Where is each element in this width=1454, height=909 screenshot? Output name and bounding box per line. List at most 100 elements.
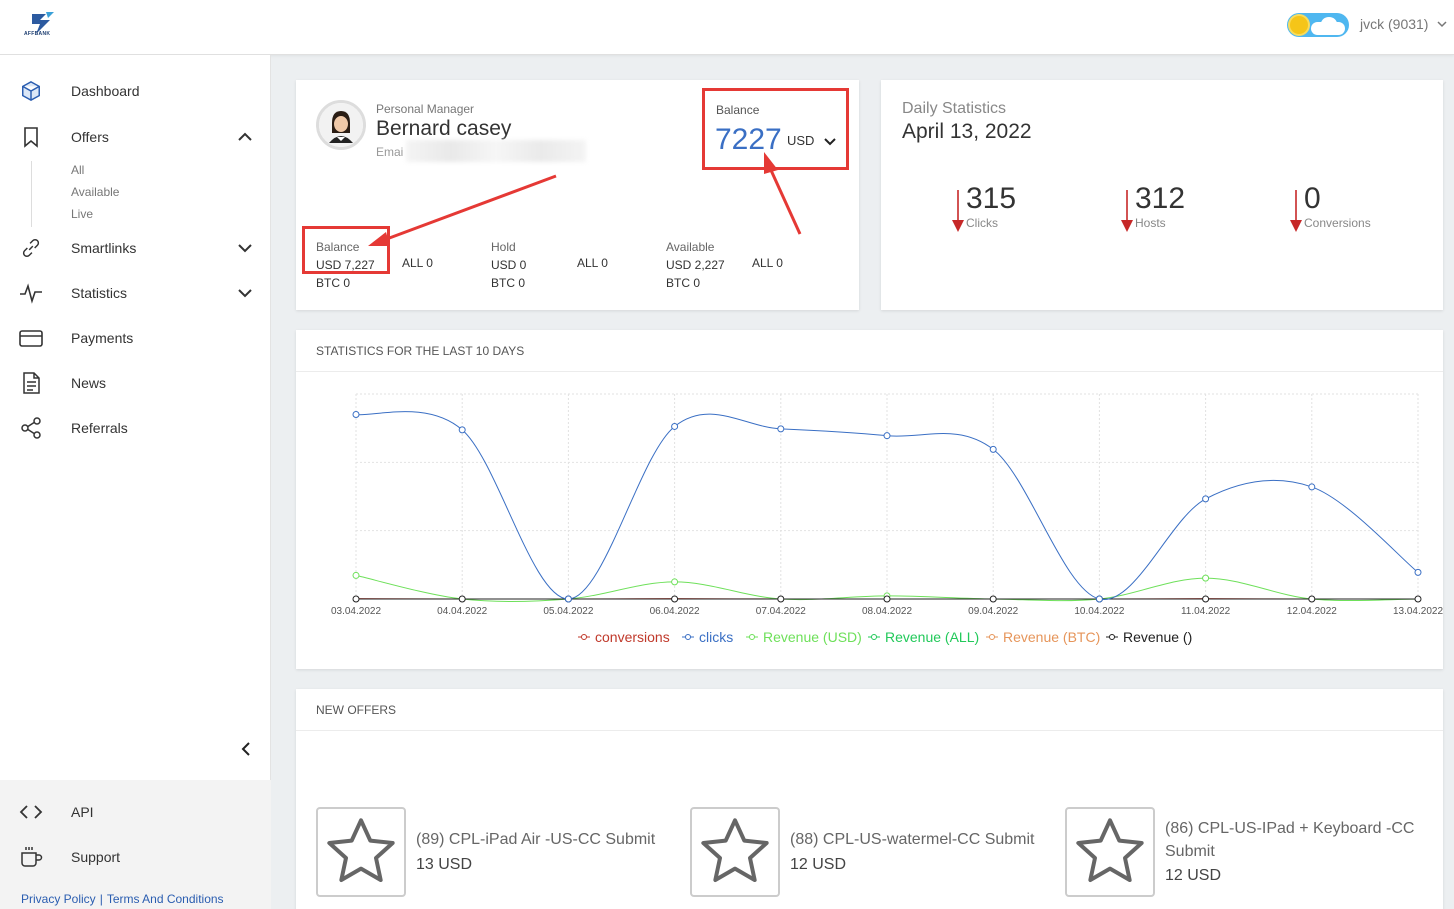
theme-toggle[interactable] (1287, 13, 1349, 37)
arrow-down-icon (1121, 190, 1133, 232)
statistics-chart-card: STATISTICS FOR THE LAST 10 DAYS 03.04.20… (296, 330, 1443, 669)
new-offers-card: NEW OFFERS (89) CPL-iPad Air -US-CC Subm… (296, 689, 1443, 909)
balance-btc: BTC 0 (316, 276, 351, 290)
chart-point (1202, 574, 1210, 582)
manager-name: Bernard casey (376, 117, 512, 140)
chart-point (352, 571, 360, 579)
sidebar-item-news[interactable]: News (0, 366, 271, 400)
chart-point (883, 595, 891, 603)
hold-usd: USD 0 (491, 258, 527, 272)
manager-avatar (316, 100, 366, 150)
submenu-item-all[interactable]: All (71, 163, 85, 177)
chart-point (1095, 595, 1103, 603)
credit-card-icon (19, 326, 43, 350)
submenu-item-available[interactable]: Available (71, 185, 120, 199)
terms-link[interactable]: Terms And Conditions (106, 892, 224, 906)
sidebar-item-referrals[interactable]: Referrals (0, 411, 271, 445)
chart-point (352, 595, 360, 603)
chevron-down-icon[interactable] (823, 135, 837, 149)
daily-stat-label: Hosts (1135, 216, 1166, 230)
pulse-icon (19, 281, 43, 305)
collapse-sidebar-icon[interactable] (236, 739, 256, 759)
daily-statistics-label: Daily Statistics (902, 100, 1007, 117)
manager-email-label: Emai (376, 145, 404, 159)
offer-title[interactable]: (86) CPL-US-IPad + Keyboard -CC Submit (1165, 820, 1415, 860)
balance-all: ALL 0 (402, 256, 433, 270)
sidebar-item-label: API (71, 804, 94, 820)
sidebar-item-label: News (71, 375, 107, 391)
user-menu[interactable]: jvck (9031) (1360, 16, 1448, 32)
offers-card-title: NEW OFFERS (296, 689, 1443, 731)
legend-label: clicks (699, 629, 733, 645)
user-name: jvck (9031) (1360, 16, 1429, 32)
offer-price: 12 USD (790, 856, 847, 873)
sidebar-item-statistics[interactable]: Statistics (0, 276, 271, 310)
balance-annotation-box (302, 226, 390, 274)
chart-point (1202, 495, 1210, 503)
chart-point (1308, 483, 1316, 491)
manager-email-redacted (406, 140, 586, 162)
statistics-line-chart[interactable]: 03.04.2022 04.04.2022 05.04.2022 06.04.2022… (296, 373, 1443, 663)
legend-marker-point (685, 634, 691, 640)
available-column: Available USD 2,227 BTC 0 (666, 238, 725, 292)
available-usd: USD 2,227 (666, 258, 725, 272)
balance-highlight-box[interactable]: Balance 7227 USD (702, 88, 849, 170)
available-btc: BTC 0 (666, 276, 701, 290)
chart-series-line (355, 411, 1419, 600)
sidebar-item-label: Support (71, 849, 121, 865)
code-icon (19, 800, 43, 824)
top-bar: AFFBANK jvck (9031) (0, 0, 1454, 55)
legend-marker-point (871, 634, 877, 640)
hold-all: ALL 0 (577, 256, 608, 270)
offer-item[interactable]: (89) CPL-iPad Air -US-CC Submit 13 USD (316, 807, 656, 897)
arrow-down-icon (1290, 190, 1302, 232)
arrow-down-icon (952, 190, 964, 232)
manager-card: Personal Manager Bernard casey Emai Bala… (296, 80, 859, 310)
sidebar: Dashboard Offers All Available Live Smar… (0, 55, 271, 909)
offer-title[interactable]: (89) CPL-iPad Air -US-CC Submit (416, 831, 656, 848)
star-icon (1076, 818, 1144, 882)
balance-currency: USD (787, 133, 815, 148)
offer-thumbnail[interactable] (1065, 807, 1155, 897)
chart-point (458, 595, 466, 603)
chart-point (671, 595, 679, 603)
submenu-item-live[interactable]: Live (71, 207, 94, 221)
legend-marker-point (989, 634, 995, 640)
chart-tick-label: 03.04.2022 (331, 606, 381, 617)
chart-point (1308, 595, 1316, 603)
sidebar-item-label: Referrals (71, 420, 128, 436)
legend-label: Revenue (ALL) (885, 629, 979, 645)
bookmark-icon (19, 125, 43, 149)
chevron-down-icon (1437, 21, 1447, 28)
footer-links: Privacy Policy | Terms And Conditions (21, 892, 224, 906)
privacy-policy-link[interactable]: Privacy Policy (21, 892, 96, 906)
chevron-down-icon[interactable] (236, 239, 254, 257)
chart-tick-label: 06.04.2022 (650, 606, 700, 617)
sidebar-item-offers[interactable]: Offers (0, 120, 271, 154)
chart-point (777, 425, 785, 433)
offer-title[interactable]: (88) CPL-US-watermel-CC Submit (790, 831, 1035, 848)
chart-card-title: STATISTICS FOR THE LAST 10 DAYS (296, 330, 1443, 372)
sidebar-item-api[interactable]: API (0, 795, 271, 829)
legend-marker-point (581, 634, 587, 640)
sidebar-item-label: Payments (71, 330, 134, 346)
affbank-logo[interactable] (26, 8, 58, 40)
link-icon (19, 236, 43, 260)
offer-item[interactable]: (88) CPL-US-watermel-CC Submit 12 USD (690, 807, 1040, 897)
sidebar-item-label: Offers (71, 129, 109, 145)
chart-point (989, 445, 997, 453)
sidebar-item-dashboard[interactable]: Dashboard (0, 74, 271, 108)
hold-col-label: Hold (491, 240, 516, 254)
sidebar-item-support[interactable]: Support (0, 840, 271, 874)
chevron-up-icon[interactable] (236, 128, 254, 146)
sidebar-item-label: Dashboard (71, 83, 140, 99)
offer-thumbnail[interactable] (690, 807, 780, 897)
chevron-down-icon[interactable] (236, 284, 254, 302)
chart-point (1414, 595, 1422, 603)
offer-thumbnail[interactable] (316, 807, 406, 897)
balance-column: Balance USD 7,227 BTC 0 (316, 238, 375, 292)
offer-item[interactable]: (86) CPL-US-IPad + Keyboard -CC Submit 1… (1065, 807, 1425, 897)
sidebar-item-smartlinks[interactable]: Smartlinks (0, 231, 271, 265)
daily-statistics-date: April 13, 2022 (902, 120, 1032, 143)
sidebar-item-payments[interactable]: Payments (0, 321, 271, 355)
